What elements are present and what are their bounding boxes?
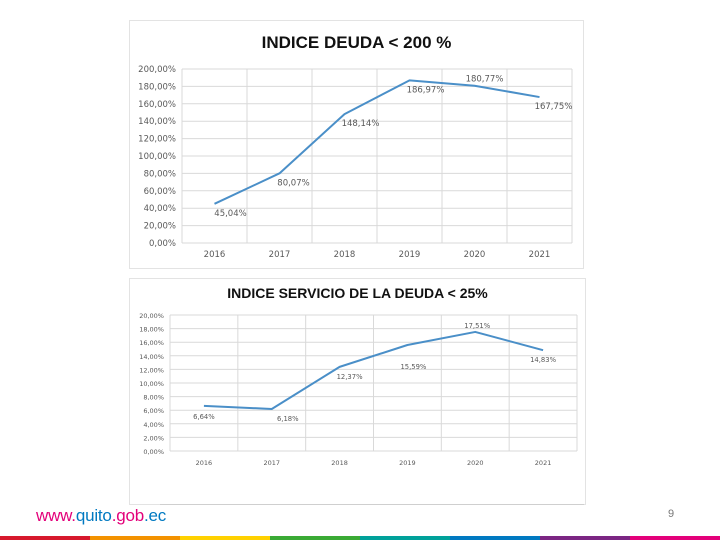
y-tick-label: 200,00% <box>138 65 176 75</box>
y-tick-label: 12,00% <box>139 366 164 374</box>
x-tick-label: 2016 <box>196 459 213 467</box>
x-tick-label: 2021 <box>529 250 551 260</box>
data-label: 17,51% <box>464 322 490 330</box>
x-tick-label: 2016 <box>204 250 226 260</box>
data-label: 15,59% <box>400 363 426 371</box>
logo-text-part: . <box>111 506 117 525</box>
y-tick-label: 180,00% <box>138 82 176 92</box>
line-chart-deuda: 0,00% 20,00% 40,00% 60,00% 80,00% 100,00% 120,… <box>138 65 573 260</box>
series-line <box>214 79 540 205</box>
page-number: 9 <box>668 508 675 520</box>
line-chart-servicio-deuda: 0,00% 2,00% 4,00% 6,00% 8,00% 10,00% 12,00% 14,… <box>139 312 578 467</box>
chart-title: INDICE SERVICIO DE LA DEUDA < 25% <box>227 285 488 301</box>
y-tick-label: 0,00% <box>149 239 176 249</box>
y-tick-label: 0,00% <box>143 448 164 456</box>
x-tick-label: 2018 <box>331 459 348 467</box>
data-label: 6,18% <box>277 415 299 423</box>
y-tick-label: 40,00% <box>144 204 176 214</box>
data-label: 6,64% <box>193 413 215 421</box>
data-label: 45,04% <box>214 209 246 219</box>
y-tick-label: 160,00% <box>138 100 176 110</box>
chart-title: INDICE DEUDA < 200 % <box>261 33 452 52</box>
footer-color-bar <box>0 536 720 540</box>
y-tick-label: 100,00% <box>138 152 176 162</box>
x-tick-label: 2020 <box>464 250 486 260</box>
y-tick-label: 4,00% <box>143 421 164 429</box>
data-label: 148,14% <box>342 119 380 129</box>
chart-panel-deuda: INDICE DEUDA < 200 % 0,00% 20,00% 40,00% 60… <box>129 20 584 269</box>
data-label: 167,75% <box>535 102 573 112</box>
y-tick-label: 16,00% <box>139 339 164 347</box>
color-bar-segment <box>0 536 90 540</box>
series-line <box>203 330 544 410</box>
y-tick-label: 80,00% <box>144 169 176 179</box>
data-label: 180,77% <box>466 75 504 85</box>
data-label: 12,37% <box>337 373 363 381</box>
logo-text-part: quito <box>75 506 112 525</box>
x-tick-label: 2019 <box>399 459 416 467</box>
quito-website-logo[interactable]: www.quito.gob.ec <box>36 506 166 526</box>
color-bar-segment <box>360 536 450 540</box>
logo-text-part: .ec <box>144 506 167 525</box>
x-tick-label: 2017 <box>269 250 291 260</box>
y-tick-label: 18,00% <box>139 326 164 334</box>
x-tick-label: 2018 <box>334 250 356 260</box>
y-tick-label: 2,00% <box>143 434 164 442</box>
color-bar-segment <box>540 536 630 540</box>
y-tick-label: 8,00% <box>143 394 164 402</box>
x-tick-label: 2017 <box>263 459 280 467</box>
color-bar-segment <box>270 536 360 540</box>
data-label: 14,83% <box>530 356 556 364</box>
y-tick-label: 60,00% <box>144 187 176 197</box>
data-label: 80,07% <box>277 178 309 188</box>
color-bar-segment <box>630 536 720 540</box>
x-tick-label: 2020 <box>467 459 484 467</box>
color-bar-segment <box>180 536 270 540</box>
y-tick-label: 10,00% <box>139 380 164 388</box>
y-tick-label: 20,00% <box>139 312 164 320</box>
chart-panel-servicio-deuda: INDICE SERVICIO DE LA DEUDA < 25% 0,00% 2… <box>129 278 586 505</box>
footer-divider <box>160 504 584 505</box>
y-tick-label: 6,00% <box>143 407 164 415</box>
y-tick-label: 140,00% <box>138 117 176 127</box>
color-bar-segment <box>450 536 540 540</box>
x-tick-label: 2021 <box>535 459 552 467</box>
y-tick-label: 14,00% <box>139 353 164 361</box>
logo-text-part: www. <box>36 506 76 525</box>
y-tick-label: 20,00% <box>144 222 176 232</box>
x-tick-label: 2019 <box>399 250 421 260</box>
color-bar-segment <box>90 536 180 540</box>
data-label: 186,97% <box>407 85 445 95</box>
logo-text-part: gob <box>116 506 144 525</box>
y-tick-label: 120,00% <box>138 135 176 145</box>
